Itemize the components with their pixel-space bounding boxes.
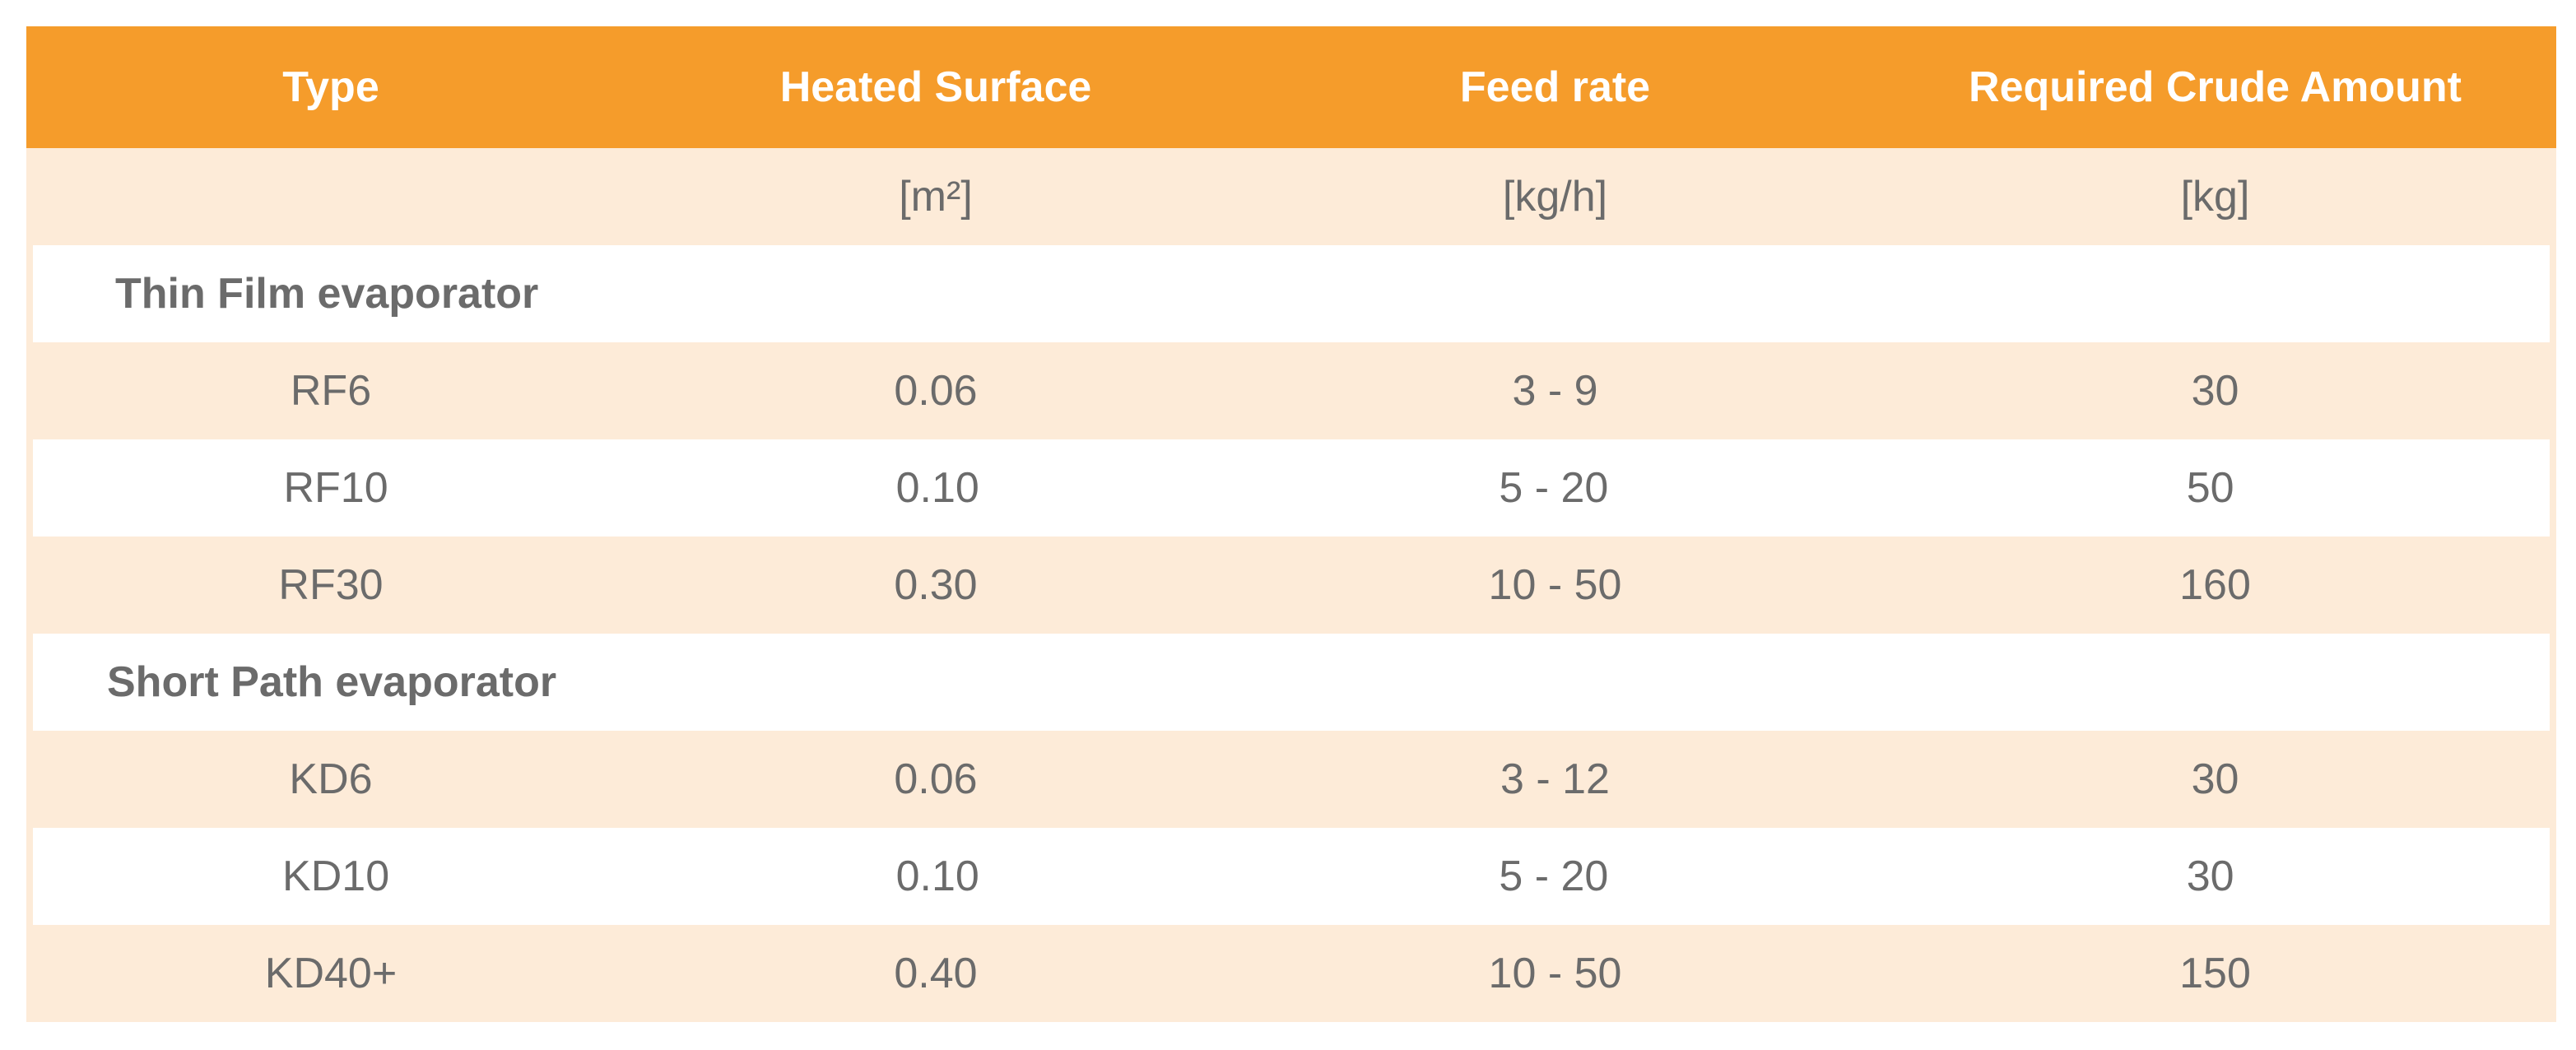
cell-required-crude-amount: 150: [2179, 950, 2251, 997]
cell-type: RF10: [283, 464, 388, 512]
cell-feed-rate: 5 - 20: [1499, 853, 1609, 900]
cell-required-crude-amount: 50: [2186, 464, 2234, 512]
units-row: [m²] [kg/h] [kg]: [26, 148, 2556, 245]
cell-required-crude-amount: 30: [2191, 367, 2239, 415]
cell-required-crude-amount: 30: [2186, 853, 2234, 900]
cell-type: RF30: [278, 561, 384, 609]
header-type: Type: [282, 63, 379, 111]
cell-heated-surface: 0.06: [894, 755, 978, 803]
section-title: Thin Film evaporator: [115, 270, 539, 318]
table-row: RF30 0.30 10 - 50 160: [26, 537, 2556, 634]
table-row: RF6 0.06 3 - 9 30: [26, 342, 2556, 439]
cell-feed-rate: 5 - 20: [1499, 464, 1609, 512]
cell-heated-surface: 0.10: [895, 853, 979, 900]
cell-feed-rate: 10 - 50: [1488, 950, 1622, 997]
table-row: RF10 0.10 5 - 20 50: [26, 439, 2556, 537]
section-title: Short Path evaporator: [107, 658, 557, 706]
cell-heated-surface: 0.30: [894, 561, 978, 609]
cell-feed-rate: 10 - 50: [1488, 561, 1622, 609]
cell-type: KD40+: [264, 950, 398, 997]
unit-feed-rate: [kg/h]: [1502, 173, 1608, 221]
cell-heated-surface: 0.40: [894, 950, 978, 997]
cell-type: RF6: [290, 367, 372, 415]
cell-feed-rate: 3 - 12: [1500, 755, 1610, 803]
table-row: KD6 0.06 3 - 12 30: [26, 731, 2556, 828]
table-row: KD10 0.10 5 - 20 30: [26, 828, 2556, 925]
cell-required-crude-amount: 160: [2179, 561, 2251, 609]
cell-required-crude-amount: 30: [2191, 755, 2239, 803]
section-header-short-path: Short Path evaporator: [26, 634, 2556, 731]
header-feed-rate: Feed rate: [1459, 63, 1651, 111]
section-header-thin-film: Thin Film evaporator: [26, 245, 2556, 342]
cell-heated-surface: 0.10: [895, 464, 979, 512]
table-header-row: Type Heated Surface Feed rate Required C…: [26, 26, 2556, 148]
header-heated-surface: Heated Surface: [779, 63, 1092, 111]
table-row: KD40+ 0.40 10 - 50 150: [26, 925, 2556, 1022]
evaporator-table: Type Heated Surface Feed rate Required C…: [26, 26, 2556, 1022]
unit-heated-surface: [m²]: [899, 173, 973, 221]
cell-type: KD10: [282, 853, 390, 900]
unit-required-crude-amount: [kg]: [2180, 173, 2250, 221]
cell-heated-surface: 0.06: [894, 367, 978, 415]
cell-type: KD6: [289, 755, 373, 803]
cell-feed-rate: 3 - 9: [1512, 367, 1598, 415]
header-required-crude-amount: Required Crude Amount: [1969, 63, 2462, 111]
